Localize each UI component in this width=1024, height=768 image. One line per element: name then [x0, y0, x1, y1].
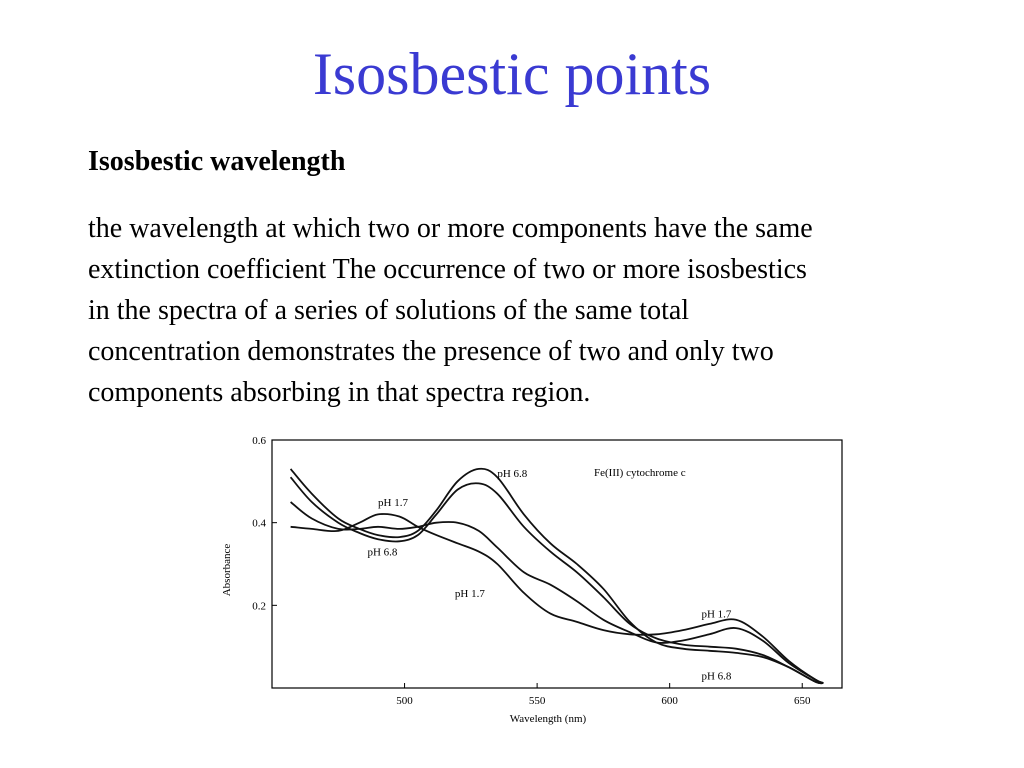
spectra-curves — [289, 467, 824, 685]
y-tick-label: 0.2 — [252, 600, 266, 612]
x-tick-label: 650 — [794, 695, 811, 707]
subheading: Isosbestic wavelength — [88, 146, 346, 177]
body-line: the wavelength at which two or more comp… — [88, 213, 813, 244]
x-tick-label: 550 — [529, 695, 546, 707]
body-line: extinction coefficient The occurrence of… — [88, 254, 807, 285]
curve-label: pH 1.7 — [378, 497, 408, 509]
y-axis-ticks: 0.2 0.4 0.6 — [252, 435, 277, 612]
body-line: in the spectra of a series of solutions … — [88, 295, 690, 326]
chart-title: Fe(III) cytochrome c — [594, 467, 686, 479]
x-axis-ticks: 500 550 600 650 — [396, 683, 811, 707]
x-tick-label: 500 — [396, 695, 413, 707]
x-axis-label: Wavelength (nm) — [510, 713, 587, 725]
y-tick-label: 0.6 — [252, 435, 266, 447]
curve-label: pH 6.8 — [701, 671, 731, 683]
body-line: concentration demonstrates the presence … — [88, 336, 774, 367]
curve-label: pH 6.8 — [497, 468, 527, 480]
y-tick-label: 0.4 — [252, 518, 266, 530]
curve-label: pH 1.7 — [701, 609, 731, 621]
spectrum-curve-4 — [290, 513, 824, 684]
spectrum-curve-3 — [290, 501, 824, 684]
curve-label: pH 1.7 — [455, 588, 485, 600]
spectrum-curve-2 — [289, 476, 824, 685]
x-tick-label: 600 — [661, 695, 678, 707]
curve-label: pH 6.8 — [367, 547, 397, 559]
spectrum-curve-1 — [289, 467, 824, 685]
body-line: components absorbing in that spectra reg… — [88, 377, 591, 408]
plot-frame — [271, 439, 843, 689]
y-axis-label: Absorbance — [221, 544, 233, 597]
body-text: the wavelength at which two or more comp… — [88, 208, 988, 413]
slide-title: Isosbestic points — [312, 41, 712, 107]
curve-annotations: pH 6.8 pH 1.7 pH 6.8 pH 1.7 pH 1.7 pH 6.8 — [367, 468, 731, 683]
